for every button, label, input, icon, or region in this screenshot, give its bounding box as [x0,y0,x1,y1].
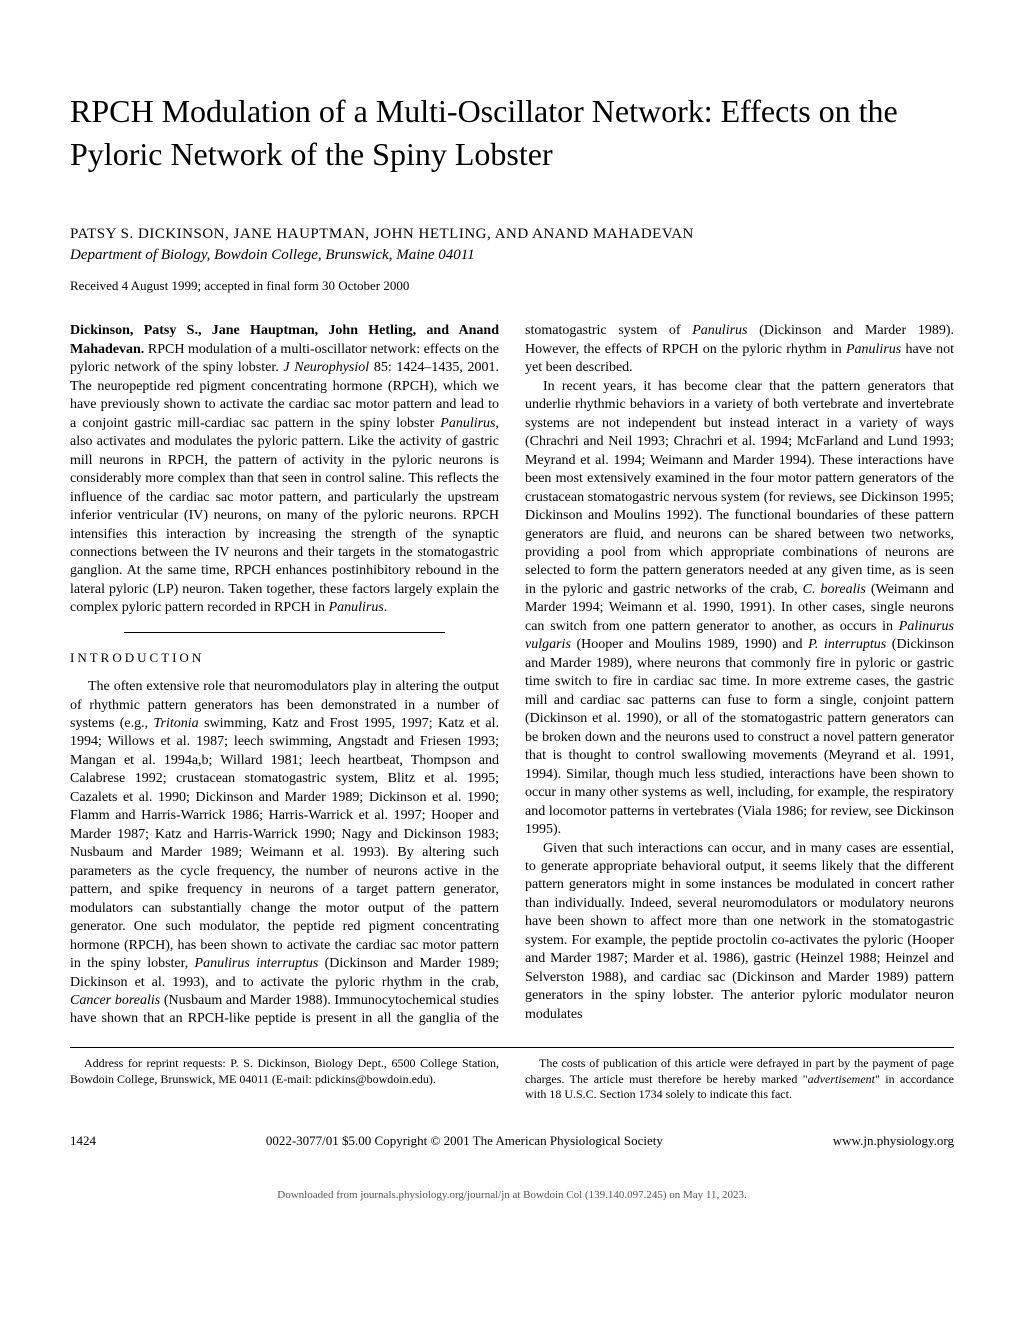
journal-url: www.jn.physiology.org [833,1133,954,1149]
footnotes: Address for reprint requests: P. S. Dick… [70,1056,954,1103]
footnote-costs: The costs of publication of this article… [525,1056,954,1103]
abstract-end: . [384,600,388,615]
abstract-species2: Panulirus [329,600,384,615]
intro-cancer: Cancer borealis [70,993,160,1008]
intro-panulirus3: Panulirus [846,342,901,357]
article-title: RPCH Modulation of a Multi-Oscillator Ne… [70,90,954,176]
intro-p2-mid3: (Dickinson and Marder 1989), where neuro… [525,637,954,837]
abstract: Dickinson, Patsy S., Jane Hauptman, John… [70,322,499,618]
intro-p2-mid2: (Hooper and Moulins 1989, 1990) and [571,637,808,652]
main-content: Dickinson, Patsy S., Jane Hauptman, John… [70,322,954,1029]
download-info: Downloaded from journals.physiology.org/… [70,1189,954,1201]
intro-paragraph-2: In recent years, it has become clear tha… [525,378,954,840]
footnote2-ad: advertisement [808,1072,875,1086]
intro-paragraph-3: Given that such interactions can occur, … [525,840,954,1025]
abstract-journal: J Neurophysiol [283,360,369,375]
abstract-body2: , also activates and modulates the pylor… [70,416,499,616]
intro-cborealis: C. borealis [803,582,866,597]
received-date: Received 4 August 1999; accepted in fina… [70,278,954,294]
section-heading: INTRODUCTION [70,649,499,666]
copyright-line: 0022-3077/01 $5.00 Copyright © 2001 The … [266,1133,663,1149]
authors-line: PATSY S. DICKINSON, JANE HAUPTMAN, JOHN … [70,226,954,243]
intro-pinterruptus: P. interruptus [808,637,886,652]
intro-p2-start: In recent years, it has become clear tha… [525,379,954,597]
footnote-divider [70,1047,954,1048]
intro-panulirus-int: Panulirus interruptus [195,956,319,971]
page-number: 1424 [70,1133,96,1149]
affiliation: Department of Biology, Bowdoin College, … [70,247,954,264]
abstract-species1: Panulirus [440,416,495,431]
intro-p1-mid: swimming, Katz and Frost 1995, 1997; Kat… [70,716,499,971]
page-footer: 1424 0022-3077/01 $5.00 Copyright © 2001… [70,1133,954,1149]
section-divider [124,632,446,633]
intro-panulirus2: Panulirus [692,323,747,338]
intro-tritonia: Tritonia [154,716,199,731]
footnote-reprint: Address for reprint requests: P. S. Dick… [70,1056,499,1087]
